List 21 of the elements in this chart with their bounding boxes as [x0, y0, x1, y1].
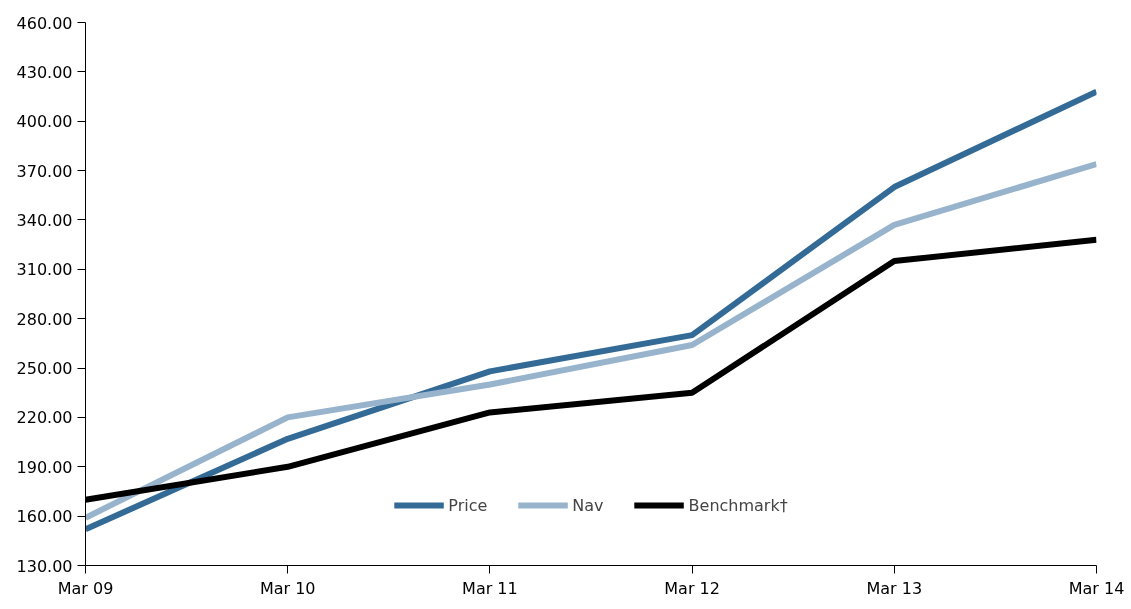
y-tick-label: 460.00 — [16, 13, 73, 33]
y-tick-label: 130.00 — [16, 556, 73, 576]
x-tick-label: Mar 10 — [259, 578, 316, 598]
y-tick-label: 220.00 — [16, 408, 73, 428]
legend-label: Nav — [572, 495, 604, 515]
y-tick-label: 310.00 — [16, 260, 73, 280]
x-tick-label: Mar 14 — [1068, 578, 1125, 598]
x-tick-label: Mar 09 — [57, 578, 114, 598]
y-tick-label: 370.00 — [16, 161, 73, 181]
y-tick-label: 340.00 — [16, 210, 73, 230]
x-tick-label: Mar 13 — [866, 578, 923, 598]
y-tick-label: 430.00 — [16, 62, 73, 82]
legend-label: Benchmark† — [688, 495, 788, 515]
y-tick-label: 400.00 — [16, 112, 73, 132]
legend-label: Price — [448, 495, 488, 515]
y-tick-label: 250.00 — [16, 359, 73, 379]
y-tick-label: 160.00 — [16, 507, 73, 527]
y-tick-label: 280.00 — [16, 309, 73, 329]
y-tick-label: 190.00 — [16, 457, 73, 477]
x-tick-label: Mar 12 — [664, 578, 720, 598]
x-tick-label: Mar 11 — [462, 578, 518, 598]
